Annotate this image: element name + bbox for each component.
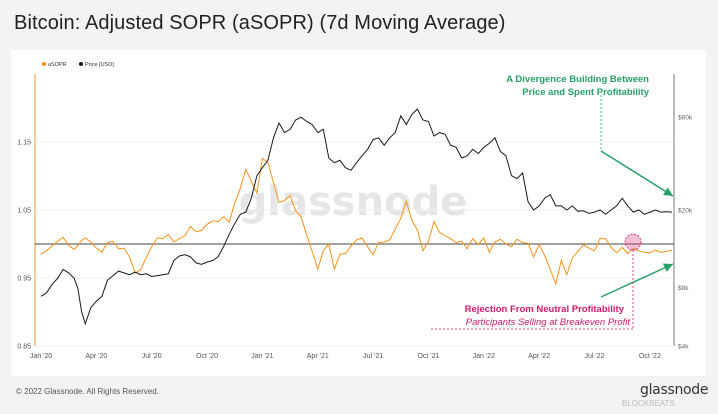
chart-title: Bitcoin: Adjusted SOPR (aSOPR) (7d Movin… [14, 12, 506, 34]
x-tick-label: Oct '21 [417, 353, 439, 360]
y-left-tick-label: 1.15 [17, 140, 31, 147]
x-tick-label: Oct '22 [639, 353, 661, 360]
chart-svg: glassnode aSOPR Price [USD] 1.15 1.05 0.95… [17, 62, 693, 360]
x-tick-label: Jan '20 [30, 353, 52, 360]
y-right-tick-label: $20k [678, 208, 693, 215]
x-tick-label: Apr '21 [307, 353, 329, 360]
y-right-tick-label: $4k [678, 344, 689, 351]
legend: aSOPR Price [USD] [42, 62, 114, 68]
sopr-up-arrow [600, 263, 674, 298]
glassnode-logo: glassnode [640, 382, 709, 398]
y-left-tick-label: 0.85 [17, 344, 31, 351]
copyright-footer: © 2022 Glassnode. All Rights Reserved. [16, 387, 159, 396]
y-axis-right: $60k $20k $8k $4k [678, 115, 693, 351]
chart-card: glassnode aSOPR Price [USD] 1.15 1.05 0.95… [11, 50, 706, 376]
legend-price-label: Price [USD] [85, 62, 114, 68]
price-series-line [40, 108, 673, 326]
watermark-text: glassnode [239, 179, 468, 225]
divergence-text-line2: Price and Spent Profitability [522, 87, 649, 98]
x-tick-label: Apr '20 [85, 353, 107, 360]
x-tick-label: Oct '20 [196, 353, 218, 360]
x-tick-label: Jan '22 [473, 353, 495, 360]
x-tick-label: Jul '21 [363, 353, 383, 360]
rejection-title: Rejection From Neutral Profitability [465, 304, 625, 315]
price-down-arrow [600, 150, 674, 197]
y-left-tick-label: 1.05 [17, 208, 31, 215]
x-tick-label: Jul '22 [585, 353, 605, 360]
asopr-series-line [40, 157, 673, 286]
x-tick-label: Apr '22 [528, 353, 550, 360]
divergence-text-line1: A Divergence Building Between [506, 74, 649, 85]
legend-asopr-label: aSOPR [48, 62, 67, 68]
y-right-tick-label: $8k [678, 285, 689, 292]
x-axis: Jan '20 Apr '20 Jul '20 Oct '20 Jan '21 Apr '… [30, 353, 661, 360]
rejection-highlight-circle [624, 233, 642, 251]
legend-price-swatch [79, 62, 83, 66]
rejection-subtitle: Participants Selling at Breakeven Profit [466, 317, 631, 328]
x-tick-label: Jan '21 [251, 353, 273, 360]
legend-asopr-swatch [42, 62, 46, 66]
y-right-tick-label: $60k [678, 115, 693, 122]
y-left-tick-label: 0.95 [17, 276, 31, 283]
x-tick-label: Jul '20 [142, 353, 162, 360]
y-axis-left: 1.15 1.05 0.95 0.85 [17, 140, 31, 351]
blockbeats-watermark: BLOCKBEATS [622, 399, 675, 408]
